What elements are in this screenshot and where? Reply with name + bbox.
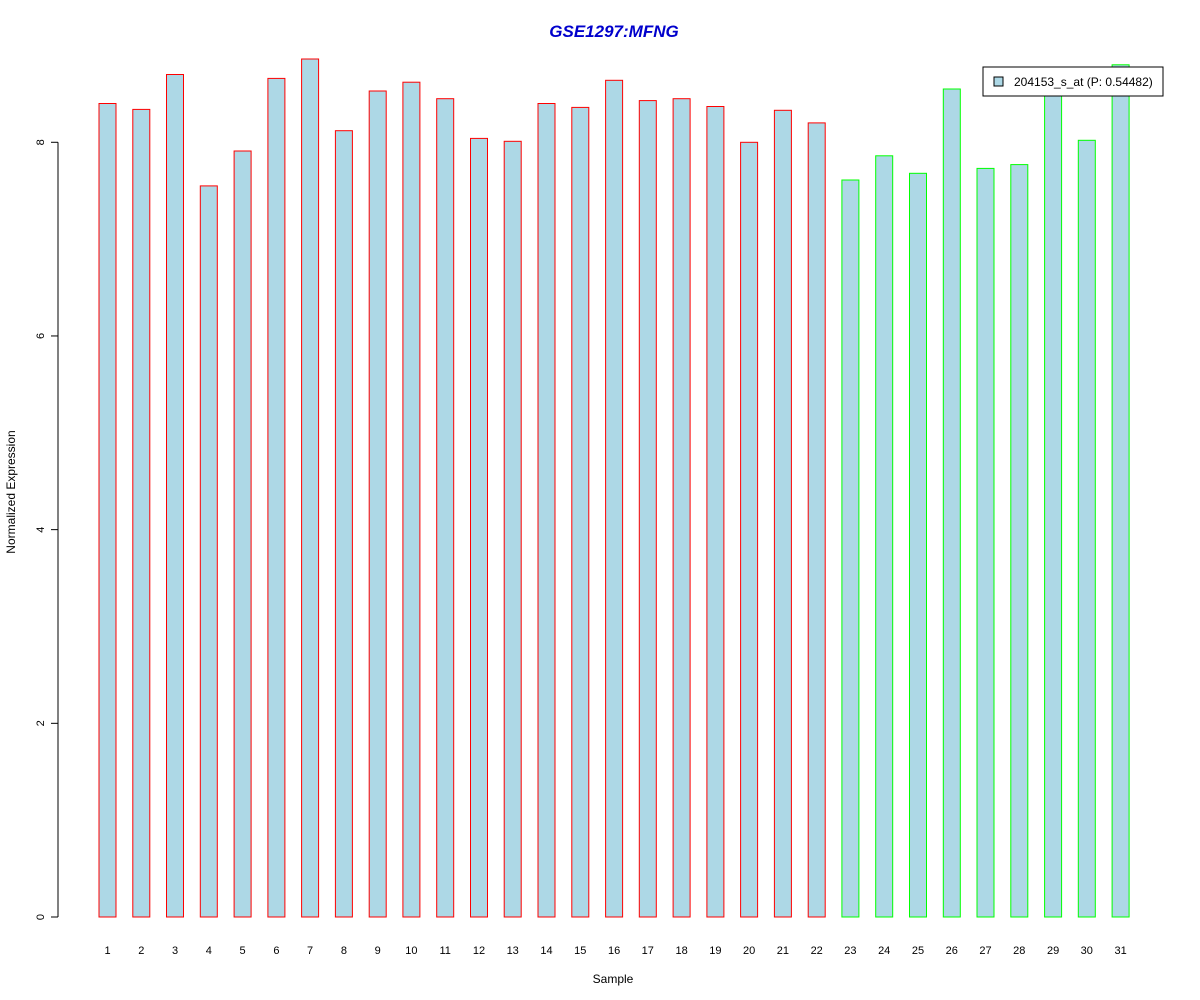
x-tick-label: 13 <box>507 945 519 957</box>
x-tick-label: 18 <box>675 945 687 957</box>
bar <box>334 130 353 918</box>
bar <box>1077 139 1096 918</box>
bar <box>470 137 488 918</box>
x-tick-label: 29 <box>1047 945 1059 957</box>
bar <box>976 167 995 918</box>
x-tick-label: 19 <box>709 945 721 957</box>
y-tick-label: 4 <box>35 527 47 533</box>
x-tick-label: 9 <box>375 945 381 957</box>
x-tick-label: 17 <box>642 945 654 957</box>
bar <box>773 109 792 918</box>
x-tick-label: 27 <box>979 945 991 957</box>
y-axis-title: Normalized Expression <box>4 430 18 553</box>
bar <box>537 103 556 918</box>
bar <box>132 108 151 918</box>
bar <box>1044 85 1063 918</box>
x-tick-label: 1 <box>104 945 110 957</box>
x-tick-label: 7 <box>307 945 313 957</box>
bar <box>841 179 860 918</box>
x-tick-label: 15 <box>574 945 586 957</box>
x-tick-label: 25 <box>912 945 924 957</box>
bar <box>807 122 826 918</box>
bar <box>233 150 252 918</box>
x-tick-label: 2 <box>138 945 144 957</box>
y-tick-label: 0 <box>35 914 47 920</box>
bar <box>1010 164 1029 918</box>
bar <box>1111 64 1130 918</box>
x-tick-label: 24 <box>878 945 890 957</box>
bar <box>368 90 387 918</box>
y-tick-label: 6 <box>35 333 47 339</box>
bars-group <box>98 58 1130 918</box>
bar <box>301 58 320 918</box>
y-tick-label: 2 <box>35 720 47 726</box>
x-tick-label: 20 <box>743 945 755 957</box>
x-tick-label: 5 <box>240 945 246 957</box>
legend-label: 204153_s_at (P: 0.54482) <box>1014 75 1153 89</box>
x-axis-title: Sample <box>593 972 634 986</box>
x-tick-label: 28 <box>1013 945 1025 957</box>
legend-swatch <box>993 76 1004 87</box>
bar <box>942 88 961 918</box>
x-tick-label: 26 <box>946 945 958 957</box>
x-tick-label: 21 <box>777 945 789 957</box>
y-axis: 0 2 4 6 8 <box>35 139 59 920</box>
legend: 204153_s_at (P: 0.54482) <box>982 66 1164 97</box>
x-tick-label: 11 <box>439 945 450 957</box>
x-tick-label: 3 <box>172 945 178 957</box>
x-tick-label: 10 <box>405 945 417 957</box>
bar <box>503 140 522 918</box>
y-tick-label: 8 <box>35 139 47 145</box>
bar <box>740 141 759 918</box>
x-tick-label: 12 <box>473 945 485 957</box>
x-tick-label: 16 <box>608 945 620 957</box>
bar <box>909 172 927 918</box>
bar <box>199 185 218 918</box>
bar <box>706 106 725 918</box>
bar <box>571 106 590 918</box>
x-tick-label: 4 <box>206 945 212 957</box>
bar <box>638 100 657 918</box>
bar <box>672 98 691 918</box>
x-tick-label: 14 <box>540 945 552 957</box>
bar <box>98 103 117 918</box>
x-tick-labels: 1 2 3 4 5 6 7 8 9 10 11 12 13 14 15 16 17 18 19 20 21 22 23 24 2… <box>104 945 1126 957</box>
x-tick-label: 23 <box>844 945 856 957</box>
x-tick-label: 8 <box>341 945 347 957</box>
bar <box>875 155 894 918</box>
bar <box>402 81 421 918</box>
bar <box>605 79 624 918</box>
bar <box>267 77 286 918</box>
x-tick-label: 31 <box>1114 945 1126 957</box>
legend-box <box>982 66 1164 97</box>
x-tick-label: 30 <box>1081 945 1093 957</box>
bar <box>436 98 455 918</box>
bar <box>166 74 184 918</box>
x-tick-label: 6 <box>273 945 279 957</box>
x-tick-label: 22 <box>811 945 823 957</box>
chart-title: GSE1297:MFNG <box>549 22 678 41</box>
